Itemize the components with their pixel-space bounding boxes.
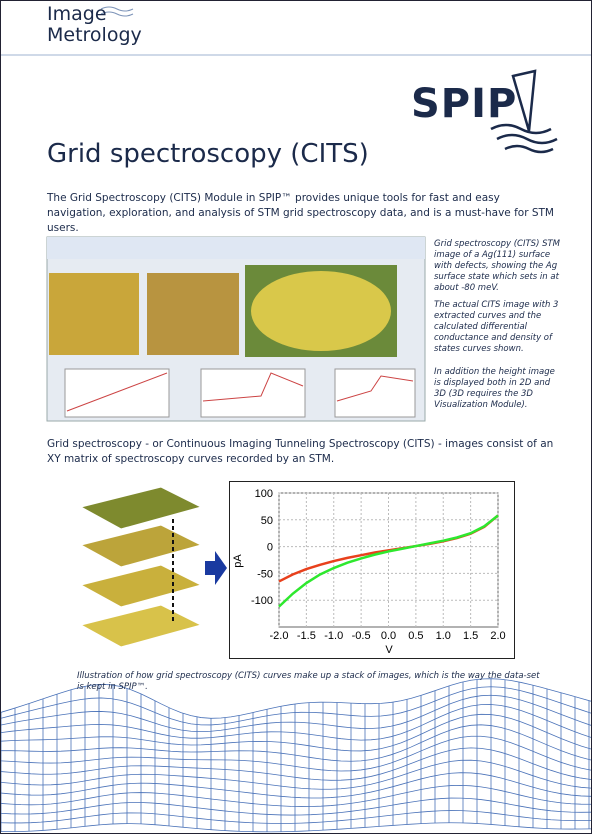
x-tick-label: -2.0: [270, 630, 289, 642]
mesh-line: [1, 694, 591, 733]
page-title: Grid spectroscopy (CITS): [47, 139, 369, 169]
y-tick-label: -50: [257, 568, 273, 580]
side-caption: The actual CITS image with 3 extracted c…: [434, 300, 559, 354]
mesh-line: [1, 724, 591, 762]
chart-frame: [229, 481, 515, 659]
mesh-line: [1, 747, 591, 781]
y-tick-label: -100: [251, 595, 273, 607]
image-stack: [79, 486, 227, 648]
brand: SPIP: [411, 81, 518, 127]
spip-icon: [490, 69, 558, 154]
mesh-line: [1, 784, 591, 807]
y-tick-label: 100: [255, 488, 273, 500]
x-tick-label: -1.5: [297, 630, 316, 642]
side-caption: Grid spectroscopy (CITS) STM image of a …: [434, 239, 561, 293]
y-tick-label: 50: [261, 515, 273, 527]
x-tick-label: -1.0: [324, 630, 343, 642]
x-tick-label: 0.5: [408, 630, 423, 642]
mesh-line: [1, 810, 591, 824]
x-tick-label: 0.0: [381, 630, 396, 642]
x-axis-label: V: [385, 644, 393, 656]
wave-mesh: [1, 678, 591, 833]
logo-text: Metrology: [47, 24, 142, 46]
body-text: Grid spectroscopy - or Continuous Imagin…: [47, 438, 554, 465]
mesh-line: [1, 822, 591, 833]
x-tick-label: 2.0: [490, 630, 505, 642]
logo-waves: [100, 6, 134, 17]
x-tick-label: 1.5: [463, 630, 478, 642]
screenshot: [46, 236, 426, 422]
side-caption: In addition the height image is displaye…: [434, 367, 555, 410]
intro: The Grid Spectroscopy (CITS) Module in S…: [47, 192, 554, 234]
figure-caption: Illustration of how grid spectroscopy (C…: [77, 671, 540, 692]
x-tick-label: -0.5: [352, 630, 371, 642]
chart: V pA 100 50 0 -50 -100 -2.0 -1.5 -1.0 -0.5 0.0 0.5…: [229, 481, 515, 659]
logo-text: Image: [47, 3, 107, 25]
data-line: [278, 514, 499, 608]
y-tick-label: 0: [267, 542, 273, 554]
y-axis-label: pA: [232, 554, 244, 568]
x-tick-label: 1.0: [436, 630, 451, 642]
mesh-line: [1, 759, 591, 790]
mesh-line: [1, 772, 591, 799]
